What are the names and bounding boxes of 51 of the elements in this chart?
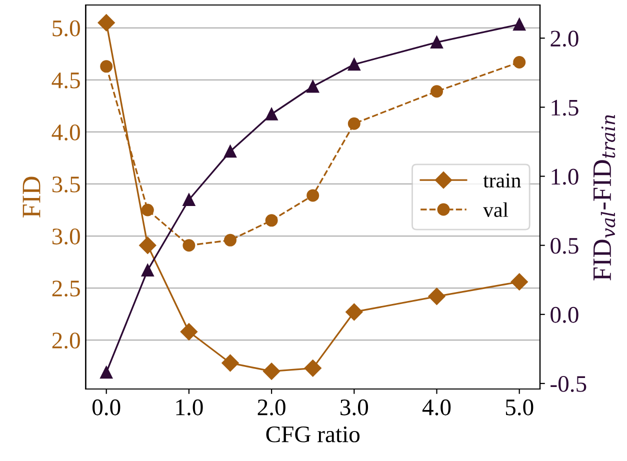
x-tick-label: 1.0 (176, 399, 203, 416)
point (98, 14, 115, 32)
point (306, 189, 320, 202)
x-tick-label: 3.0 (340, 399, 368, 416)
y-tick-label: 3.0 (52, 228, 80, 245)
y2-tick-label: 1.0 (552, 168, 578, 185)
y2-axis-title: FID$_{val}$-FID$_{train}$ (594, 115, 616, 280)
x-tick-label: 4.0 (422, 399, 451, 416)
y2-tick-label: 1.5 (552, 100, 578, 116)
x-axis-title: CFG ratio (266, 426, 360, 442)
point (224, 234, 236, 246)
point (100, 366, 113, 379)
point (304, 360, 322, 377)
point (182, 194, 196, 206)
point (428, 288, 446, 305)
y-tick-label: 4.5 (52, 72, 80, 88)
point (513, 56, 526, 68)
y-tick-label: 4.0 (52, 124, 80, 140)
point (141, 204, 154, 216)
point (182, 239, 196, 252)
legend-label: train (483, 174, 521, 188)
x-tick-label: 5.0 (506, 399, 534, 416)
y2-tick-label: 0.0 (550, 306, 578, 323)
point (265, 214, 278, 227)
y2-tick-label: 0.5 (550, 238, 578, 254)
point (180, 323, 198, 340)
point (306, 80, 320, 93)
legend-label: val (483, 202, 508, 217)
y-axis-title: FID (22, 176, 40, 218)
y-tick-label: 5.0 (52, 20, 80, 36)
point (222, 354, 239, 372)
y-tick-label: 3.5 (52, 176, 80, 193)
point (510, 273, 528, 290)
point (224, 145, 236, 158)
y2-tick-label: 2.0 (550, 30, 578, 47)
y-tick-label: 2.5 (52, 280, 80, 297)
point (348, 117, 360, 130)
point (265, 108, 278, 120)
point (348, 58, 360, 71)
x-tick-label: 0.0 (92, 399, 120, 416)
x-tick-label: 2.0 (258, 399, 286, 416)
point (513, 18, 526, 31)
point (263, 362, 280, 380)
point (346, 303, 363, 321)
point (430, 85, 443, 98)
point (430, 36, 443, 49)
point (141, 264, 154, 276)
y2-tick-label: -0.5 (550, 376, 586, 392)
y-tick-label: 2.0 (52, 332, 80, 349)
point (139, 236, 156, 254)
point (100, 60, 113, 73)
